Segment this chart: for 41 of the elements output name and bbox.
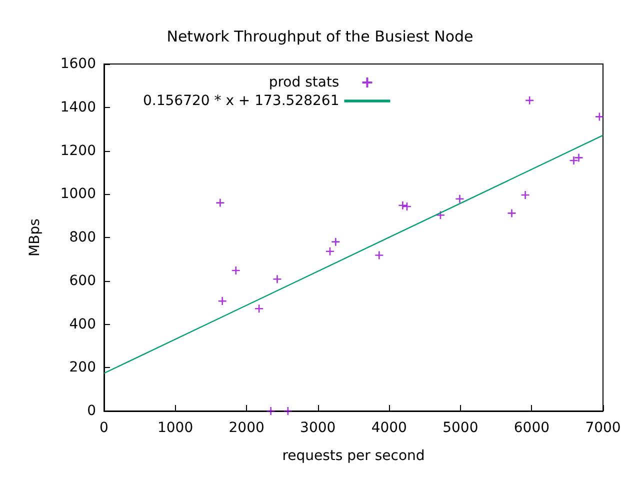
legend-label: 0.156720 * x + 173.528261 <box>143 93 340 109</box>
chart-title: Network Throughput of the Busiest Node <box>166 28 474 46</box>
x-tick-label: 2000 <box>228 420 264 436</box>
point <box>216 198 225 208</box>
x-tick-label: 6000 <box>514 420 550 436</box>
point <box>436 210 446 220</box>
point <box>374 250 384 260</box>
x-tick-label: 4000 <box>371 420 407 436</box>
y-tick-label: 600 <box>69 272 96 289</box>
x-tick-label: 1000 <box>157 420 194 436</box>
point <box>272 274 282 284</box>
x-tick-label: 0 <box>100 420 108 436</box>
point <box>520 190 530 200</box>
point <box>402 202 412 212</box>
point <box>283 406 293 416</box>
y-tick-label: 0 <box>87 403 96 419</box>
point <box>254 304 264 314</box>
y-tick-label: 1400 <box>60 99 96 116</box>
point <box>331 237 340 246</box>
point <box>325 246 335 256</box>
y-tick-label: 200 <box>69 360 96 376</box>
x-axis-title: requests per second <box>282 448 425 464</box>
point <box>507 208 516 218</box>
y-tick-label: 800 <box>69 230 96 246</box>
y-axis-title: MBps <box>27 218 43 256</box>
point <box>218 296 227 306</box>
point <box>231 266 241 276</box>
x-tick-label: 7000 <box>585 420 621 436</box>
y-tick-label: 1000 <box>60 186 96 202</box>
point <box>266 406 276 416</box>
x-tick-label: 3000 <box>300 420 336 436</box>
y-tick-label: 1600 <box>60 56 96 72</box>
point <box>569 156 578 166</box>
point <box>524 96 534 106</box>
y-tick-label: 400 <box>69 316 96 332</box>
x-tick-label: 5000 <box>442 420 478 436</box>
point <box>455 194 464 204</box>
y-tick-label: 1200 <box>60 142 96 159</box>
legend-label: prod stats <box>268 74 340 90</box>
point <box>594 112 604 122</box>
point <box>574 153 584 162</box>
